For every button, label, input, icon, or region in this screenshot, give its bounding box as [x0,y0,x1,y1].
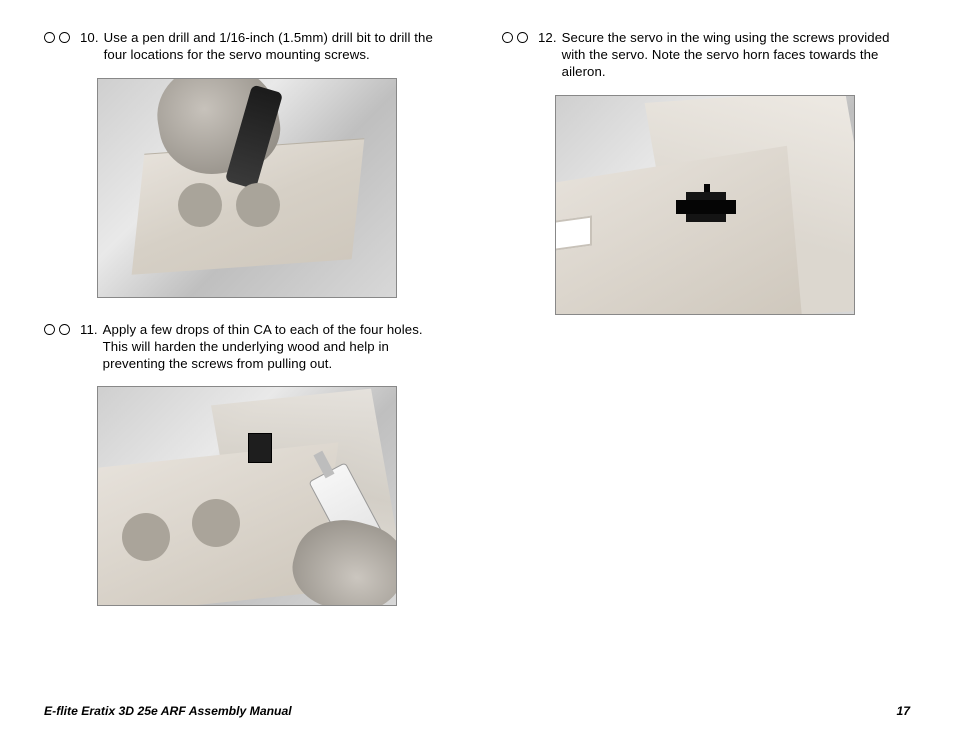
step-number: 11. [80,322,98,339]
checkbox-icon[interactable] [502,32,513,43]
step-text: Apply a few drops of thin CA to each of … [103,322,450,373]
step-12-photo [555,95,855,315]
checkbox-group [44,30,70,43]
left-column: 10. Use a pen drill and 1/16-inch (1.5mm… [44,30,450,690]
checkbox-icon[interactable] [59,324,70,335]
step-12: 12. Secure the servo in the wing using t… [502,30,908,81]
checkbox-group [502,30,528,43]
checkbox-icon[interactable] [44,324,55,335]
step-text: Secure the servo in the wing using the s… [562,30,908,81]
checkbox-icon[interactable] [44,32,55,43]
checkbox-group [44,322,70,335]
page-number: 17 [896,704,910,718]
step-11: 11. Apply a few drops of thin CA to each… [44,322,450,373]
step-10: 10. Use a pen drill and 1/16-inch (1.5mm… [44,30,450,64]
step-10-photo [97,78,397,298]
content-columns: 10. Use a pen drill and 1/16-inch (1.5mm… [44,30,910,690]
step-number: 10. [80,30,99,47]
checkbox-icon[interactable] [59,32,70,43]
checkbox-icon[interactable] [517,32,528,43]
page-footer: E-flite Eratix 3D 25e ARF Assembly Manua… [44,704,910,718]
step-number: 12. [538,30,557,47]
step-photo-wrap [44,78,450,298]
step-text: Use a pen drill and 1/16-inch (1.5mm) dr… [104,30,450,64]
right-column: 12. Secure the servo in the wing using t… [502,30,908,690]
step-photo-wrap [502,95,908,315]
page: 10. Use a pen drill and 1/16-inch (1.5mm… [0,0,954,738]
step-photo-wrap [44,386,450,606]
footer-title: E-flite Eratix 3D 25e ARF Assembly Manua… [44,704,292,718]
step-11-photo [97,386,397,606]
